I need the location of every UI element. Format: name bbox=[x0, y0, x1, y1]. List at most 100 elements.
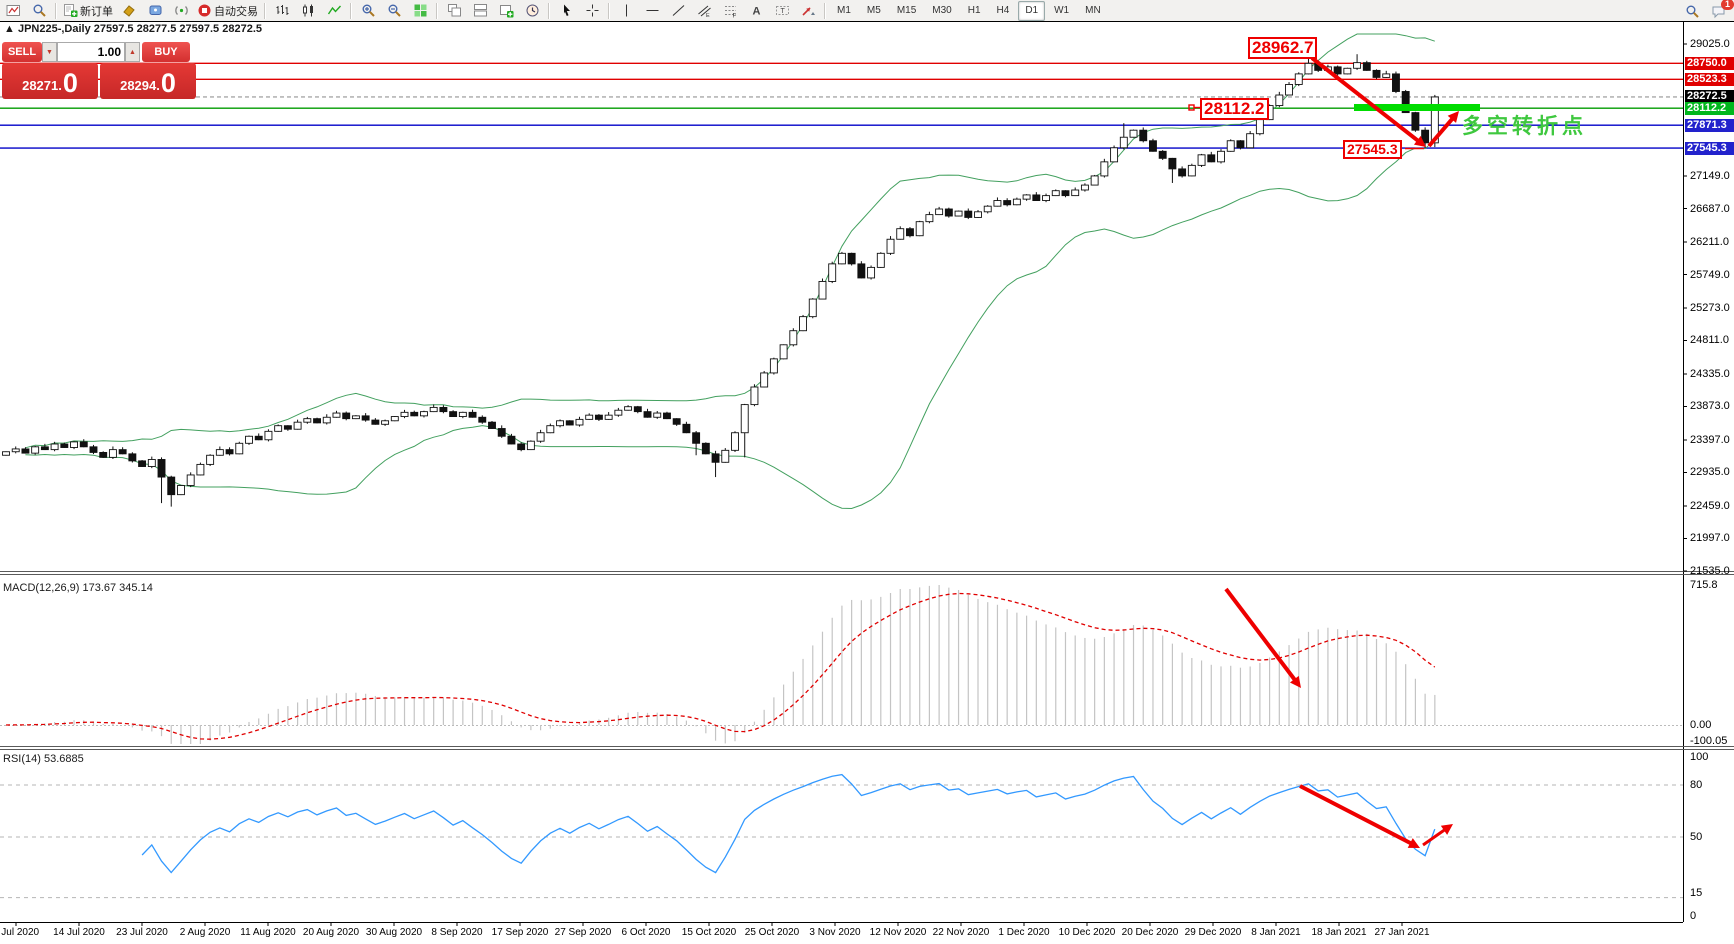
candle-body bbox=[711, 453, 720, 463]
tile-windows-button[interactable] bbox=[408, 1, 432, 21]
candle-body bbox=[769, 358, 778, 374]
date-label: 11 Aug 2020 bbox=[240, 927, 296, 938]
candle-body bbox=[1430, 96, 1439, 144]
arrange-button[interactable] bbox=[468, 1, 492, 21]
date-label: 25 Oct 2020 bbox=[744, 927, 800, 938]
timeframe-w1-button[interactable]: W1 bbox=[1054, 4, 1070, 16]
sell-price-pips: 0 bbox=[62, 68, 78, 98]
annotation-price-label[interactable]: 28962.7 bbox=[1248, 37, 1318, 59]
rsi-line bbox=[141, 773, 1436, 874]
trendline-button[interactable] bbox=[666, 1, 690, 21]
linechart-button[interactable] bbox=[322, 1, 346, 21]
new-order-button[interactable]: 新订单 bbox=[61, 1, 115, 21]
candle-body bbox=[983, 205, 992, 213]
candle-body bbox=[458, 411, 467, 418]
shapes-button[interactable] bbox=[796, 1, 820, 21]
macd-scale-label: 715.8 bbox=[1690, 579, 1718, 591]
collapse-triangle-icon[interactable]: ▲ bbox=[4, 23, 15, 35]
candle-body bbox=[225, 449, 234, 455]
vline-button[interactable] bbox=[614, 1, 638, 21]
candle-body bbox=[1178, 168, 1187, 177]
candle-body bbox=[1168, 157, 1177, 170]
label-button[interactable]: T bbox=[770, 1, 794, 21]
candle-body bbox=[313, 418, 321, 424]
editor-button[interactable] bbox=[143, 1, 167, 21]
styles-button[interactable] bbox=[117, 1, 141, 21]
candle-body bbox=[332, 412, 341, 418]
candles-icon bbox=[301, 3, 316, 18]
timeframe-mn-button[interactable]: MN bbox=[1085, 4, 1101, 16]
candle-body bbox=[1061, 190, 1070, 197]
support-zone-thick-green-bar[interactable] bbox=[1354, 104, 1480, 111]
sell-button[interactable]: SELL bbox=[2, 42, 42, 62]
charts-grid-button[interactable] bbox=[1, 1, 25, 21]
candle-body bbox=[925, 214, 934, 223]
volume-input[interactable]: 1.00 bbox=[57, 42, 125, 62]
timeframe-m30-button[interactable]: M30 bbox=[932, 4, 952, 16]
vline-icon bbox=[619, 3, 634, 18]
cascade-button[interactable] bbox=[442, 1, 466, 21]
candle-body bbox=[274, 425, 283, 432]
chat-button[interactable]: 1 bbox=[1706, 0, 1734, 21]
date-label: 29 Dec 2020 bbox=[1184, 927, 1242, 938]
channel-button[interactable]: E bbox=[692, 1, 716, 21]
candle-body bbox=[536, 432, 545, 442]
timeframe-m15-button[interactable]: M15 bbox=[896, 4, 917, 16]
candles-button[interactable] bbox=[296, 1, 320, 21]
trendline-icon bbox=[671, 3, 686, 18]
crosshair-button[interactable] bbox=[580, 1, 604, 21]
text-icon: A bbox=[749, 3, 764, 18]
clock-button[interactable] bbox=[520, 1, 544, 21]
volume-decrease-button[interactable]: ▼ bbox=[42, 42, 57, 62]
print-preview-button[interactable] bbox=[27, 1, 51, 21]
candle-body bbox=[1119, 136, 1128, 149]
bars-button[interactable] bbox=[270, 1, 294, 21]
candle-body bbox=[1236, 140, 1245, 149]
annotation-price-label[interactable]: 27545.3 bbox=[1343, 140, 1402, 159]
timeframe-h4-button[interactable]: H4 bbox=[996, 4, 1010, 16]
candle-body bbox=[847, 252, 856, 265]
candle-body bbox=[449, 411, 458, 418]
candle-body bbox=[614, 409, 623, 416]
candle-body bbox=[11, 448, 20, 453]
candle-body bbox=[594, 414, 603, 420]
price-line-badge: 27545.3 bbox=[1685, 141, 1734, 155]
text-button[interactable]: A bbox=[744, 1, 768, 21]
candle-body bbox=[1003, 200, 1012, 206]
macd-scale-label: 0.00 bbox=[1690, 719, 1712, 731]
zoom-in-icon bbox=[361, 3, 376, 18]
sell-price-box[interactable]: 28271. 0 bbox=[2, 63, 98, 99]
hline-button[interactable] bbox=[640, 1, 664, 21]
zoom-in-button[interactable] bbox=[356, 1, 380, 21]
timeframe-h1-button[interactable]: H1 bbox=[967, 4, 981, 16]
rsi-scale-label: 0 bbox=[1690, 910, 1697, 922]
buy-price-box[interactable]: 28294. 0 bbox=[100, 63, 196, 99]
new-chart-icon bbox=[499, 3, 514, 18]
new-chart-button[interactable] bbox=[494, 1, 518, 21]
candle-body bbox=[196, 463, 205, 476]
candle-body bbox=[507, 435, 516, 445]
cursor-button[interactable] bbox=[554, 1, 578, 21]
candle-body bbox=[740, 404, 749, 434]
timeframe-m1-button[interactable]: M1 bbox=[837, 4, 851, 16]
price-line-badge: 28750.0 bbox=[1685, 56, 1734, 70]
date-label: 20 Aug 2020 bbox=[302, 927, 360, 938]
signal-button[interactable] bbox=[169, 1, 193, 21]
buy-button[interactable]: BUY bbox=[142, 42, 190, 62]
candle-body bbox=[1343, 67, 1352, 75]
candle-body bbox=[857, 263, 866, 279]
annotation-price-label[interactable]: 28112.2 bbox=[1200, 98, 1269, 120]
date-label: 18 Jan 2021 bbox=[1311, 927, 1367, 938]
fibo-button[interactable]: F bbox=[718, 1, 742, 21]
search-button[interactable] bbox=[1680, 1, 1704, 21]
volume-increase-button[interactable]: ▲ bbox=[125, 42, 140, 62]
candle-body bbox=[1187, 164, 1196, 177]
timeframe-m5-button[interactable]: M5 bbox=[866, 4, 881, 16]
autotrade-button[interactable]: 自动交易 bbox=[195, 1, 260, 21]
candle-body bbox=[390, 416, 399, 422]
zoom-out-button[interactable] bbox=[382, 1, 406, 21]
candle-body bbox=[1333, 66, 1342, 75]
timeframe-d1-button[interactable]: D1 bbox=[1018, 0, 1046, 21]
toolbar-separator bbox=[264, 2, 266, 19]
